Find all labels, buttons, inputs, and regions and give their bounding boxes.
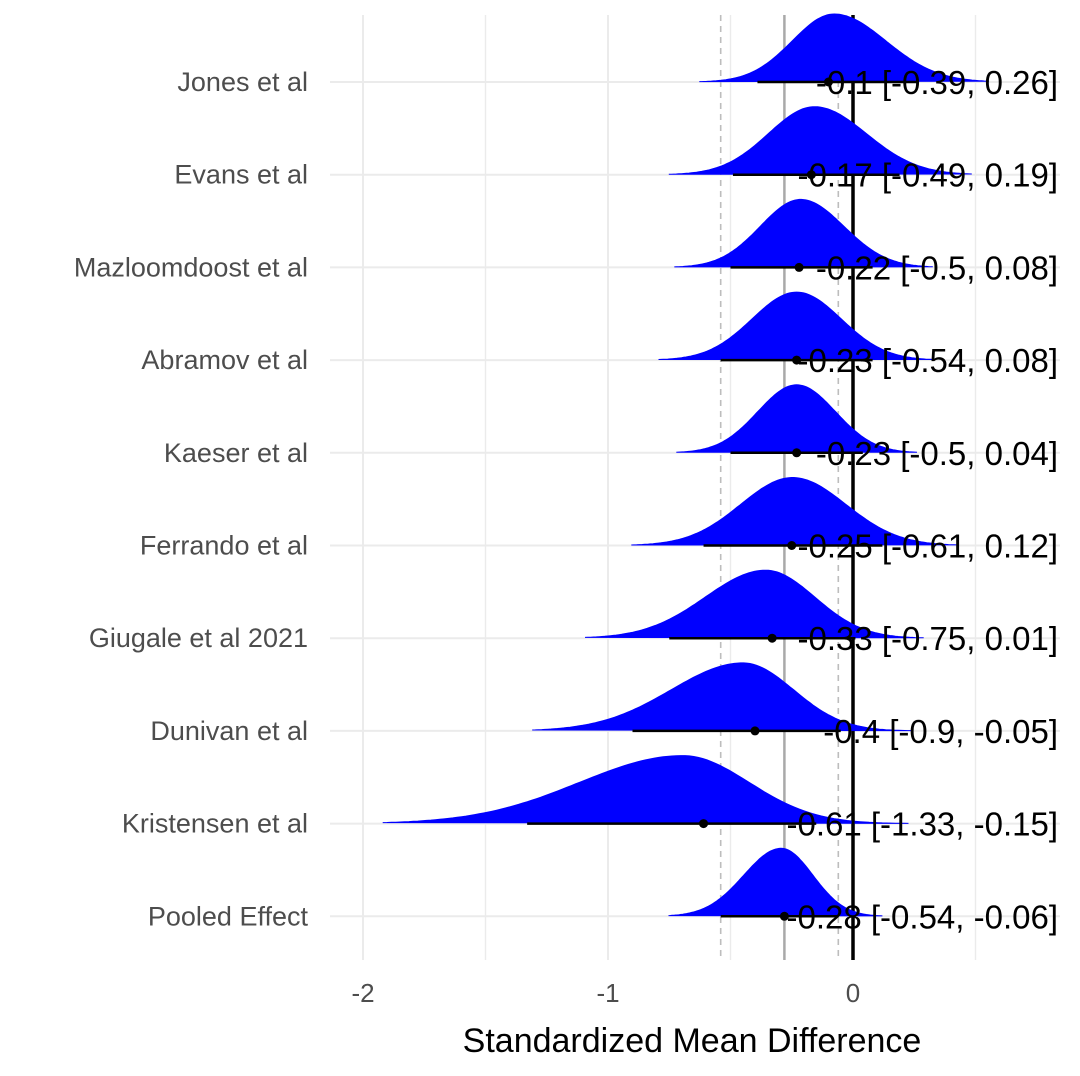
estimate-ci-label: -0.25 [-0.61, 0.12] (797, 528, 1058, 565)
estimate-ci-label: -0.23 [-0.54, 0.08] (797, 342, 1058, 379)
point-estimate (792, 355, 802, 365)
point-estimate (699, 819, 709, 829)
study-label: Giugale et al 2021 (89, 623, 308, 653)
density-curve (674, 198, 933, 268)
estimate-ci-label: -0.17 [-0.49, 0.19] (797, 157, 1058, 194)
estimate-labels: -0.1 [-0.39, 0.26] -0.17 [-0.49, 0.19] -0.… (787, 64, 1059, 935)
point-estimate (750, 726, 760, 736)
x-tick-label: 0 (846, 978, 860, 1008)
study-label: Abramov et al (141, 345, 308, 375)
study-label: Dunivan et al (150, 716, 308, 746)
density-curve (658, 291, 935, 360)
point-estimate (792, 448, 802, 458)
point-estimate (794, 262, 804, 272)
point-estimate (806, 170, 816, 180)
estimate-ci-label: -0.23 [-0.5, 0.04] (816, 435, 1058, 472)
density-curve (532, 662, 912, 732)
study-label: Ferrando et al (140, 531, 308, 561)
study-label: Evans et al (174, 160, 308, 190)
study-label: Mazloomdoost et al (74, 252, 308, 282)
density-curve (631, 477, 957, 546)
estimate-ci-label: -0.61 [-1.33, -0.15] (787, 806, 1059, 843)
density-curves (382, 13, 989, 921)
point-estimate (767, 633, 777, 643)
density-curve (699, 13, 989, 83)
density-curve (584, 569, 924, 639)
study-label: Kristensen et al (122, 809, 308, 839)
estimate-ci-label: -0.33 [-0.75, 0.01] (797, 620, 1058, 657)
study-label: Pooled Effect (148, 901, 309, 931)
x-axis-ticks: -2 -1 0 (351, 978, 860, 1008)
estimate-ci-label: -0.28 [-0.54, -0.06] (787, 898, 1059, 935)
study-label: Jones et al (177, 67, 308, 97)
x-tick-label: -2 (351, 978, 374, 1008)
density-curve (676, 384, 918, 453)
study-label: Kaeser et al (164, 438, 308, 468)
estimate-ci-label: -0.22 [-0.5, 0.08] (816, 249, 1058, 286)
point-estimate (779, 911, 789, 921)
point-estimate (824, 77, 833, 87)
estimate-ci-label: -0.1 [-0.39, 0.26] (816, 64, 1058, 101)
study-labels: Jones et al Evans et al Mazloomdoost et al… (74, 67, 309, 931)
x-axis-title: Standardized Mean Difference (463, 1022, 922, 1060)
density-curve (382, 755, 909, 824)
x-tick-label: -1 (596, 978, 619, 1008)
point-estimate (787, 541, 797, 550)
density-curve (668, 847, 883, 917)
estimate-ci-label: -0.4 [-0.9, -0.05] (823, 713, 1058, 750)
density-curve (668, 106, 972, 175)
